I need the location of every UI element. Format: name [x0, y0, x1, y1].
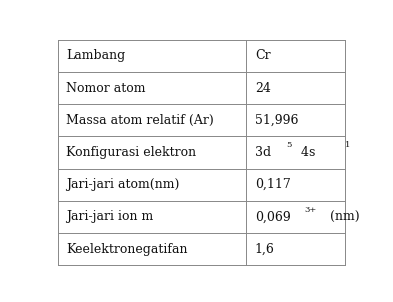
Text: Keelektronegatifan: Keelektronegatifan	[66, 243, 187, 256]
Text: Nomor atom: Nomor atom	[66, 82, 145, 95]
Text: 3+: 3+	[304, 206, 317, 214]
Text: 1: 1	[345, 141, 351, 149]
Text: Jari-jari ion m: Jari-jari ion m	[66, 210, 153, 223]
Text: Cr: Cr	[255, 49, 270, 62]
Text: Massa atom relatif (Ar): Massa atom relatif (Ar)	[66, 114, 214, 127]
Text: Lambang: Lambang	[66, 49, 125, 62]
Text: Konfigurasi elektron: Konfigurasi elektron	[66, 146, 196, 159]
Text: 1,6: 1,6	[255, 243, 275, 256]
Text: 3d: 3d	[255, 146, 271, 159]
Text: 24: 24	[255, 82, 271, 95]
Text: 4s: 4s	[298, 146, 316, 159]
Text: Jari-jari atom(nm): Jari-jari atom(nm)	[66, 178, 179, 191]
Text: (nm): (nm)	[325, 210, 359, 223]
Text: 0,069: 0,069	[255, 210, 291, 223]
Text: 0,117: 0,117	[255, 178, 291, 191]
Text: 51,996: 51,996	[255, 114, 298, 127]
Text: 5: 5	[287, 141, 292, 149]
